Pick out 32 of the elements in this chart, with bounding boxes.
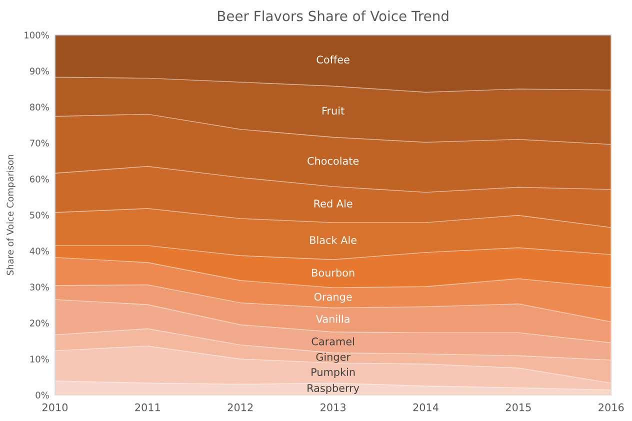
y-tick-label: 50% <box>30 212 49 218</box>
chart-title: Beer Flavors Share of Voice Trend <box>218 10 448 22</box>
x-tick-label: 2012 <box>228 403 253 412</box>
series-label: Fruit <box>322 106 344 115</box>
series-label: Pumpkin <box>312 368 355 378</box>
x-tick-label: 2016 <box>598 403 624 412</box>
y-axis-title: Share of Voice Comparison <box>6 154 16 276</box>
y-tick-label: 60% <box>30 176 49 182</box>
y-tick-label: 10% <box>30 356 49 362</box>
series-label: Caramel <box>312 337 354 346</box>
y-tick-label: 80% <box>30 104 49 110</box>
y-tick-label: 90% <box>30 68 49 74</box>
x-tick-label: 2013 <box>320 403 346 412</box>
series-label: Chocolate <box>308 156 359 165</box>
series-label: Red Ale <box>314 199 352 208</box>
series-label: Ginger <box>316 352 350 363</box>
y-tick-label: 70% <box>30 140 49 146</box>
series-label: Raspberry <box>308 384 360 394</box>
series-label: Bourbon <box>312 268 354 277</box>
y-tick-label: 40% <box>30 248 49 254</box>
y-tick-label: 0% <box>36 392 49 398</box>
series-label: Coffee <box>316 55 350 64</box>
series-label: Black Ale <box>310 236 356 244</box>
y-tick-label: 30% <box>30 284 49 290</box>
series-label: Orange <box>314 292 352 303</box>
y-tick-label: 100% <box>24 32 49 38</box>
y-tick-label: 20% <box>30 320 49 326</box>
x-tick-label: 2010 <box>42 403 68 412</box>
series-label: Vanilla <box>316 314 350 323</box>
x-tick-label: 2011 <box>135 403 160 412</box>
x-tick-label: 2014 <box>413 403 438 412</box>
x-tick-label: 2015 <box>506 403 531 412</box>
